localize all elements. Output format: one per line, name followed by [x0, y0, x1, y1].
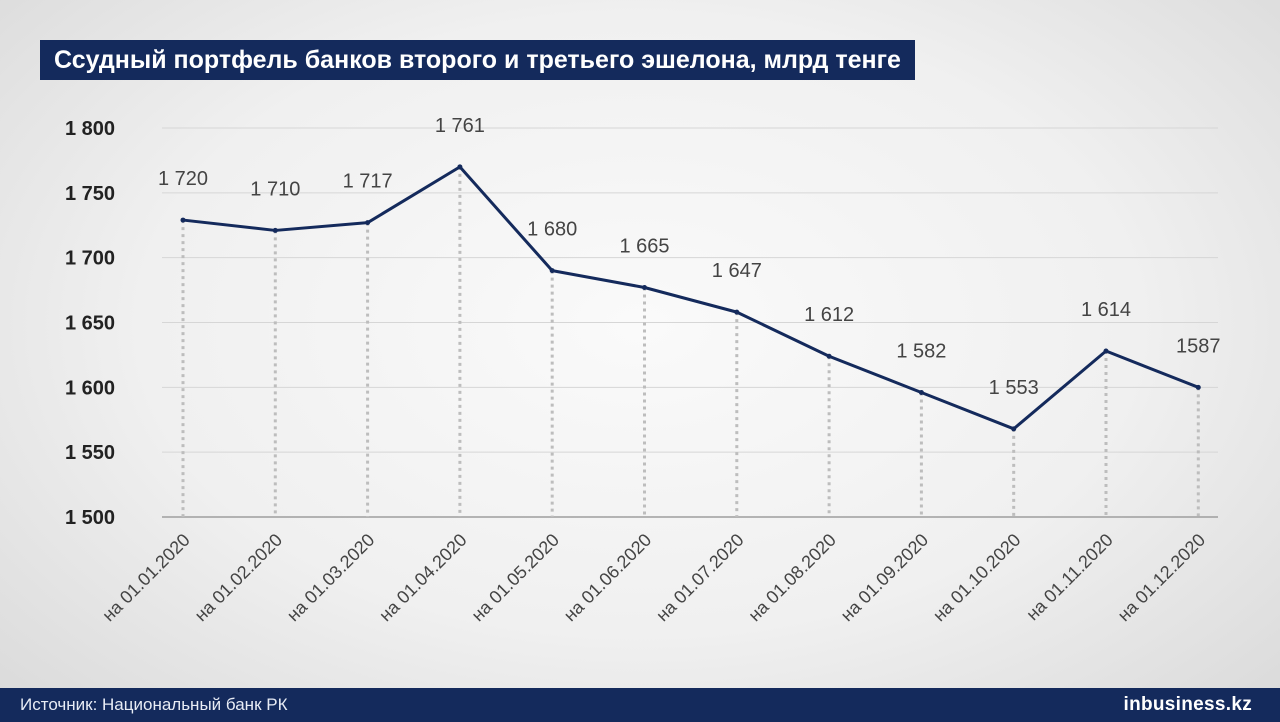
data-label: 1 717 — [343, 171, 393, 193]
data-label: 1587 — [1176, 335, 1221, 357]
footer-bar: Источник: Национальный банк РК inbusines… — [0, 688, 1280, 722]
y-tick-label: 1 600 — [65, 377, 115, 399]
data-point — [1011, 426, 1017, 432]
x-tick-label: на 01.10.2020 — [929, 530, 1024, 625]
data-label: 1 761 — [435, 115, 485, 137]
grid-lines — [162, 127, 1218, 518]
data-label: 1 582 — [896, 341, 946, 363]
data-label: 1 665 — [619, 235, 669, 257]
x-tick-label: на 01.01.2020 — [98, 530, 193, 625]
data-point — [549, 268, 555, 274]
data-label: 1 710 — [250, 178, 300, 200]
x-tick-label: на 01.04.2020 — [375, 530, 470, 625]
inbusiness-logo: inbusiness.kz — [1123, 694, 1252, 715]
x-tick-label: на 01.03.2020 — [283, 530, 378, 625]
x-tick-label: на 01.02.2020 — [191, 530, 286, 625]
x-tick-label: на 01.08.2020 — [744, 530, 839, 625]
source-text: Источник: Национальный банк РК — [20, 695, 288, 714]
data-point — [918, 390, 924, 396]
data-point — [365, 220, 371, 226]
line-chart: 1 500 1 550 1 600 1 650 1 700 1 750 1 800 на 0… — [65, 115, 1221, 625]
data-label: 1 680 — [527, 219, 577, 241]
data-point — [642, 284, 647, 290]
y-tick-label: 1 750 — [65, 183, 115, 205]
y-tick-label: 1 550 — [65, 442, 115, 464]
data-point — [1195, 384, 1201, 390]
data-label: 1 720 — [158, 168, 208, 190]
series-line-group — [180, 164, 1201, 432]
x-tick-label: на 01.12.2020 — [1114, 530, 1209, 625]
x-tick-label: на 01.09.2020 — [837, 530, 932, 625]
series-line — [181, 165, 1200, 431]
data-point — [734, 309, 740, 315]
y-tick-label: 1 800 — [65, 118, 115, 140]
y-tick-label: 1 500 — [65, 507, 115, 529]
data-label: 1 647 — [712, 260, 762, 282]
data-point — [826, 353, 832, 359]
y-tick-label: 1 700 — [65, 248, 115, 270]
chart-title: Ссудный портфель банков второго и третье… — [40, 40, 915, 80]
data-point — [1103, 348, 1109, 354]
y-tick-label: 1 650 — [65, 313, 115, 335]
x-tick-label: на 01.11.2020 — [1022, 530, 1117, 625]
data-label: 1 553 — [989, 377, 1039, 399]
y-axis-ticks: 1 500 1 550 1 600 1 650 1 700 1 750 1 800 — [65, 118, 115, 529]
data-point — [457, 164, 463, 170]
x-tick-label: на 01.07.2020 — [652, 530, 747, 625]
x-tick-label: на 01.05.2020 — [468, 530, 563, 625]
x-tick-label: на 01.06.2020 — [560, 530, 655, 625]
data-point — [180, 217, 186, 223]
drop-lines — [181, 166, 1200, 517]
data-labels: 1 720 1 710 1 717 1 761 1 680 1 665 1 647 1 612… — [158, 115, 1221, 399]
data-label: 1 614 — [1081, 299, 1131, 321]
data-point — [272, 227, 278, 233]
data-label: 1 612 — [804, 304, 854, 326]
